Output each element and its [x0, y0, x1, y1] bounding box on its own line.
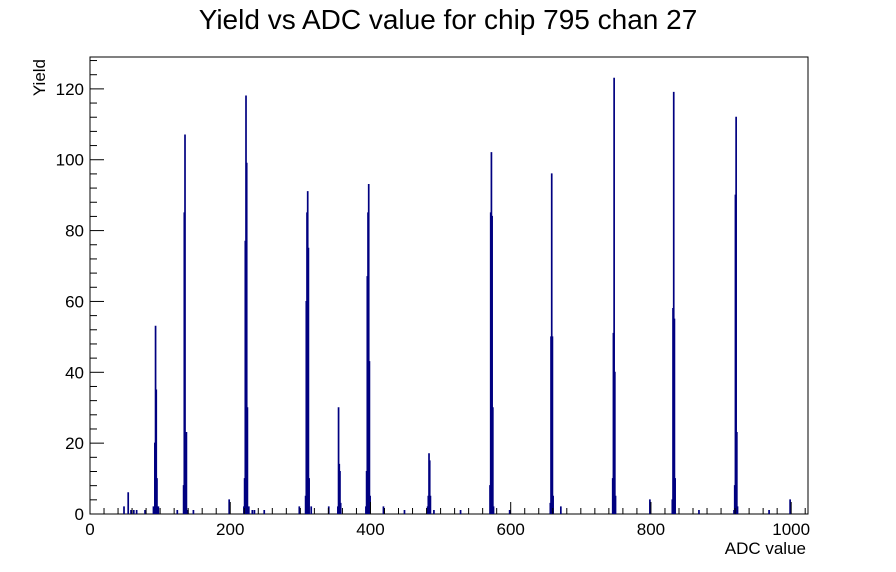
chart-title: Yield vs ADC value for chip 795 chan 27	[198, 4, 698, 35]
histogram-bin	[185, 432, 188, 514]
histogram-bin	[735, 432, 738, 514]
x-tick-label: 800	[637, 520, 665, 539]
y-tick-label: 0	[75, 505, 84, 524]
x-axis-title: ADC value	[725, 539, 806, 558]
x-tick-label: 400	[356, 520, 384, 539]
histogram-bin	[339, 502, 342, 514]
histogram-bin	[310, 506, 313, 514]
histogram-bin	[228, 499, 231, 514]
histogram-bin	[130, 509, 132, 514]
histogram-bin	[492, 506, 495, 514]
histogram-bin	[403, 509, 406, 514]
y-axis: 0 20 40 60 80 100 120	[56, 60, 104, 524]
histogram-bin	[251, 509, 254, 514]
histogram-bin	[736, 506, 739, 514]
x-tick-label: 200	[216, 520, 244, 539]
x-tick-label: 1000	[772, 520, 810, 539]
y-tick-label: 80	[65, 222, 84, 241]
histogram-bin	[672, 91, 675, 514]
histogram-bin	[551, 336, 554, 514]
histogram-bin	[552, 495, 554, 514]
x-tick-label: 600	[497, 520, 525, 539]
histogram-bin	[433, 509, 435, 514]
histogram-bin	[245, 162, 248, 514]
histogram-bin	[698, 509, 700, 514]
histogram-bin	[367, 184, 370, 514]
histogram-bin	[559, 506, 562, 514]
histogram-bars	[123, 77, 791, 514]
histogram-bin	[339, 470, 341, 514]
histogram-bin	[192, 509, 195, 514]
y-axis-title: Yield	[30, 59, 49, 96]
histogram-bin	[614, 495, 617, 514]
histogram-bin	[491, 215, 493, 514]
histogram-bin	[176, 509, 179, 514]
histogram-bin	[157, 506, 160, 514]
histogram-bin	[768, 509, 770, 514]
histogram-bin	[184, 134, 186, 514]
histogram-bin	[156, 478, 158, 514]
histogram-bin	[337, 407, 340, 514]
histogram-bin	[382, 506, 385, 514]
x-tick-label: 0	[85, 520, 94, 539]
y-tick-label: 120	[56, 80, 84, 99]
y-tick-label: 40	[65, 363, 84, 382]
histogram-bin	[135, 509, 138, 514]
histogram-bin	[307, 247, 310, 514]
histogram-bin	[246, 407, 249, 514]
histogram-bin	[459, 509, 462, 514]
histogram-bin	[308, 478, 310, 514]
plot-frame	[89, 56, 809, 515]
histogram-bin	[735, 116, 737, 514]
histogram-bin	[368, 361, 371, 514]
histogram-bin	[613, 77, 615, 514]
histogram-bin	[428, 460, 431, 514]
histogram-bin	[508, 509, 511, 514]
histogram-bin	[649, 499, 651, 514]
histogram-bin	[152, 506, 155, 514]
x-axis: 0 200 400 600 800 1000	[85, 502, 810, 539]
histogram-bin	[673, 318, 676, 514]
histogram-bin	[155, 389, 158, 514]
histogram-bin	[613, 371, 616, 514]
histogram-bin	[674, 478, 676, 514]
histogram-bin	[491, 407, 494, 514]
y-tick-label: 100	[56, 151, 84, 170]
histogram-bin	[144, 509, 146, 514]
histogram-bin	[132, 509, 135, 514]
histogram-bin	[247, 506, 250, 514]
histogram-bin	[789, 499, 791, 514]
histogram-bin	[253, 509, 256, 514]
histogram-bin	[429, 495, 432, 514]
y-tick-label: 60	[65, 292, 84, 311]
histogram-bin	[123, 506, 125, 514]
histogram-bin	[127, 492, 130, 514]
y-tick-label: 20	[65, 434, 84, 453]
histogram-bin	[263, 509, 266, 514]
histogram-bin	[298, 506, 301, 514]
